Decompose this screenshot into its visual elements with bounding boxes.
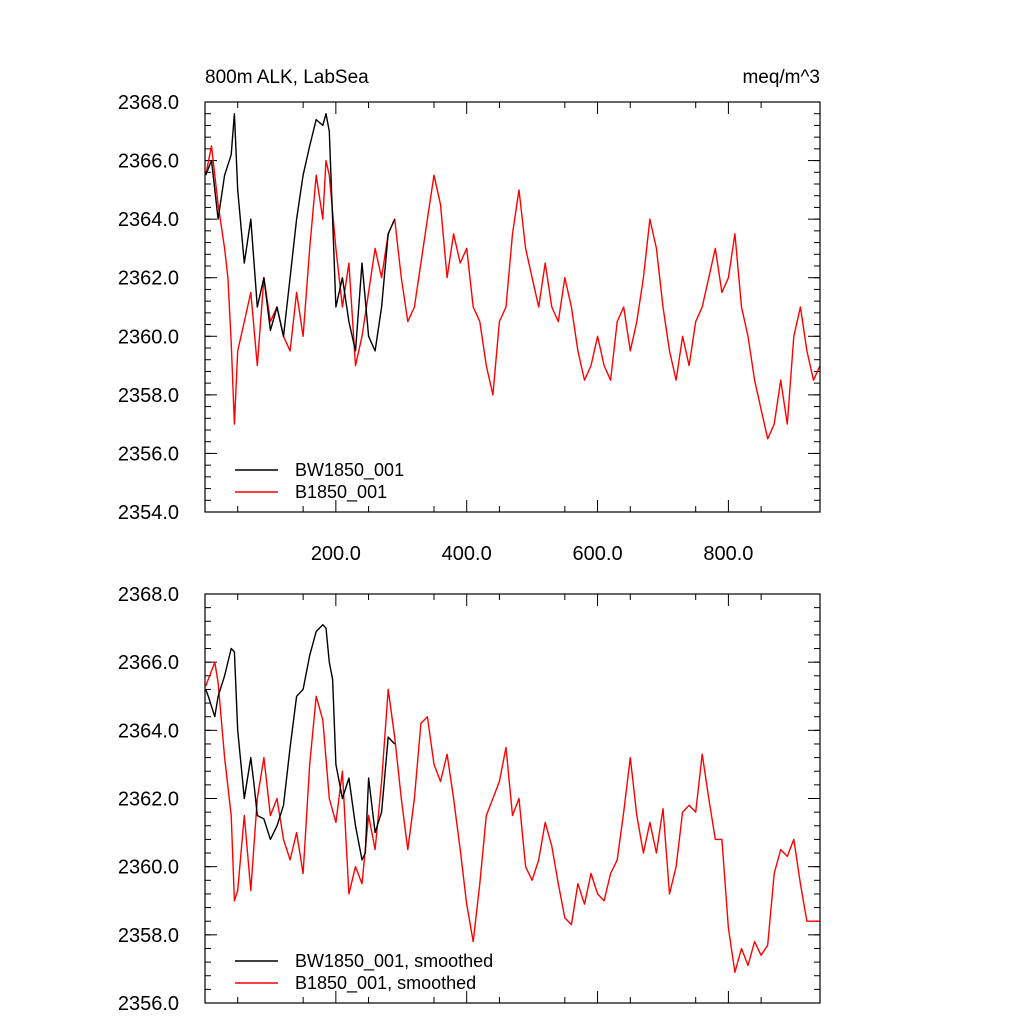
panel-top: 800m ALK, LabSea meq/m^3 2354.02356.0235… <box>118 67 821 565</box>
legend: BW1850_001 B1850_001 <box>235 460 404 503</box>
y-tick-label: 2356.0 <box>118 443 179 465</box>
y-tick-label: 2358.0 <box>118 925 179 947</box>
panel-units: meq/m^3 <box>742 67 820 88</box>
series-line-red <box>205 145 821 440</box>
plot-frame <box>204 593 821 1004</box>
series-line-black <box>205 112 396 352</box>
y-tick-label: 2366.0 <box>118 151 179 173</box>
plot-frame <box>204 101 821 513</box>
series-line-black <box>205 624 396 861</box>
series-group <box>205 624 820 973</box>
y-tick-label: 2368.0 <box>118 92 179 114</box>
axis-ticks: 2354.0 2356.0 2358.0 2360.0 2362.0 2364.0 2366… <box>118 92 820 565</box>
y-tick-label: 2366.0 <box>118 652 179 674</box>
legend: BW1850_001, smoothed B1850_001, smoothed <box>235 951 493 994</box>
y-tick-label: 2368.0 <box>118 584 179 606</box>
y-tick-label: 2362.0 <box>118 789 179 811</box>
legend-label: B1850_001 <box>295 482 387 503</box>
panel-title: 800m ALK, LabSea <box>205 67 369 88</box>
legend-label: BW1850_001 <box>295 460 404 481</box>
legend-label: BW1850_001, smoothed <box>295 951 493 972</box>
axis-ticks: 2356.0 2358.0 2360.0 2362.0 2364.0 2366.0 2368… <box>118 584 820 1015</box>
y-tick-label: 2354.0 <box>118 502 179 524</box>
x-tick-label: 200.0 <box>311 543 361 565</box>
y-tick-label: 2364.0 <box>118 209 179 231</box>
series-line-red <box>205 661 820 973</box>
x-tick-label: 400.0 <box>442 543 492 565</box>
y-tick-label: 2364.0 <box>118 720 179 742</box>
y-tick-label: 2360.0 <box>118 857 179 879</box>
x-tick-label: 600.0 <box>573 543 623 565</box>
legend-label: B1850_001, smoothed <box>295 973 476 994</box>
series-group <box>205 112 821 440</box>
y-tick-label: 2356.0 <box>118 993 179 1015</box>
y-tick-label: 2358.0 <box>118 385 179 407</box>
y-tick-label: 2360.0 <box>118 326 179 348</box>
panel-bottom: 2356.0 2358.0 2360.0 2362.0 2364.0 2366.0 2368… <box>118 584 821 1015</box>
y-tick-label: 2362.0 <box>118 268 179 290</box>
x-tick-label: 800.0 <box>703 543 753 565</box>
